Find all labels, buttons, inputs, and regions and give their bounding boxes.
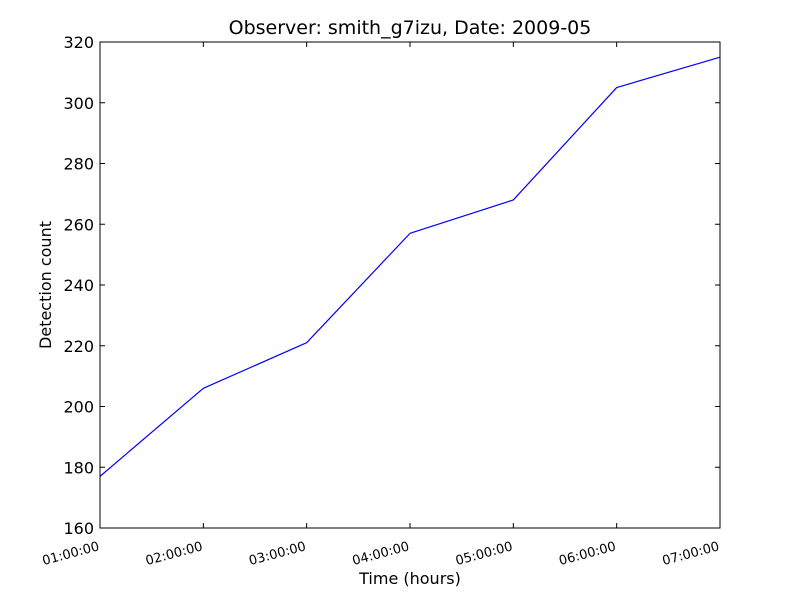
y-tick-label: 260 [63,215,94,234]
y-tick-label: 240 [63,276,94,295]
series-line-0 [99,56,721,477]
y-axis-label: Detection count [36,221,55,349]
y-tick-label: 320 [63,33,94,52]
y-tick-label: 160 [63,519,94,538]
plot-frame [99,41,721,529]
y-tick-label: 280 [63,155,94,174]
x-axis-label: Time (hours) [358,569,461,588]
y-tick-label: 220 [63,337,94,356]
y-tick-label: 200 [63,398,94,417]
chart-title: Observer: smith_g7izu, Date: 2009-05 [229,17,592,39]
y-tick-label: 300 [63,94,94,113]
y-tick-label: 180 [63,458,94,477]
